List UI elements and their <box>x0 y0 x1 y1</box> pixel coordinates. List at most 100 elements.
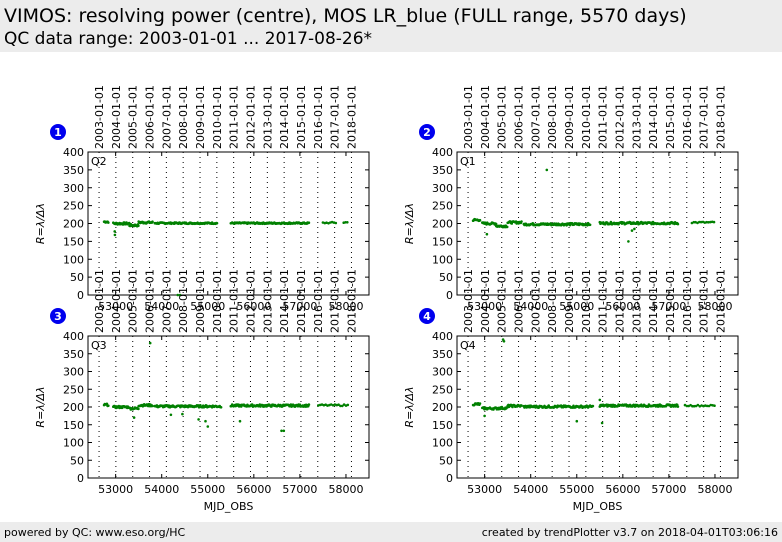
y-tick-label: 100 <box>432 253 453 266</box>
top-date-label: 2016-01-01 <box>312 269 325 333</box>
data-point <box>107 221 110 224</box>
x-tick-label: 56000 <box>605 483 640 496</box>
data-point <box>600 421 604 425</box>
top-date-label: 2003-01-01 <box>462 85 475 149</box>
data-point <box>609 220 613 224</box>
data-point <box>280 429 283 433</box>
x-axis-label: MJD_OBS <box>204 500 254 513</box>
data-point <box>692 404 696 408</box>
data-point <box>204 419 207 423</box>
x-tick-label: 58000 <box>697 300 732 313</box>
x-tick-label: 53000 <box>98 483 133 496</box>
panel-badge-number: 1 <box>54 126 62 139</box>
data-point <box>676 405 680 408</box>
data-point <box>485 232 489 236</box>
y-tick-label: 0 <box>77 472 84 485</box>
y-tick-label: 150 <box>63 235 84 248</box>
top-date-label: 2007-01-01 <box>529 269 542 333</box>
top-date-label: 2006-01-01 <box>144 85 157 149</box>
data-point <box>676 222 680 226</box>
data-point <box>344 221 347 224</box>
top-date-label: 2009-01-01 <box>194 269 207 333</box>
top-date-label: 2010-01-01 <box>211 269 224 333</box>
y-axis-label: R=λ/Δλ <box>34 203 47 244</box>
y-tick-label: 250 <box>63 200 84 213</box>
top-date-label: 2011-01-01 <box>597 269 610 333</box>
data-point <box>178 293 182 297</box>
top-date-label: 2004-01-01 <box>110 85 123 149</box>
top-date-label: 2008-01-01 <box>177 85 190 149</box>
data-point <box>176 293 180 297</box>
panel-badge-number: 3 <box>54 310 62 323</box>
data-point <box>478 402 482 405</box>
y-tick-label: 0 <box>77 289 84 302</box>
panel-label: Q1 <box>460 155 476 168</box>
top-date-label: 2007-01-01 <box>160 85 173 149</box>
qc-data-range: QC data range: 2003-01-01 ... 2017-08-26… <box>4 29 373 49</box>
data-point <box>137 407 140 411</box>
data-point <box>591 404 595 408</box>
top-date-label: 2017-01-01 <box>329 85 342 149</box>
data-point <box>712 220 716 224</box>
data-point <box>151 220 154 223</box>
y-tick-label: 300 <box>63 182 84 195</box>
x-tick-label: 54000 <box>144 483 179 496</box>
x-tick-label: 55000 <box>190 483 225 496</box>
top-date-label: 2009-01-01 <box>194 85 207 149</box>
data-point <box>219 406 223 409</box>
data-point <box>148 341 152 345</box>
x-tick-label: 57000 <box>282 300 317 313</box>
x-tick-label: 56000 <box>236 483 271 496</box>
y-tick-label: 0 <box>446 289 453 302</box>
x-tick-label: 54000 <box>144 300 179 313</box>
x-tick-label: 53000 <box>467 300 502 313</box>
x-tick-label: 53000 <box>98 300 133 313</box>
x-tick-label: 58000 <box>328 483 363 496</box>
panel-badge-number: 4 <box>423 310 431 323</box>
top-date-label: 2013-01-01 <box>261 85 274 149</box>
data-point <box>575 419 579 423</box>
top-date-label: 2014-01-01 <box>278 269 291 333</box>
top-date-label: 2009-01-01 <box>563 85 576 149</box>
top-date-label: 2007-01-01 <box>529 85 542 149</box>
top-date-label: 2009-01-01 <box>563 269 576 333</box>
y-tick-label: 250 <box>432 383 453 396</box>
y-tick-label: 300 <box>63 366 84 379</box>
data-point <box>713 404 716 408</box>
top-date-label: 2014-01-01 <box>647 85 660 149</box>
y-tick-label: 0 <box>446 472 453 485</box>
data-points <box>102 341 350 433</box>
x-tick-label: 54000 <box>513 483 548 496</box>
top-date-label: 2016-01-01 <box>681 85 694 149</box>
top-date-label: 2013-01-01 <box>630 269 643 333</box>
x-tick-label: 55000 <box>559 483 594 496</box>
top-date-label: 2015-01-01 <box>664 85 677 149</box>
y-tick-label: 250 <box>63 383 84 396</box>
y-tick-label: 350 <box>432 164 453 177</box>
data-point <box>307 403 311 406</box>
panel-q2: 0 50 100 150 200 250 300 350 400 53000 54000 55000 5… <box>34 85 370 313</box>
top-date-label: 2018-01-01 <box>714 85 727 149</box>
data-point <box>699 220 703 224</box>
data-point <box>334 221 338 225</box>
data-point <box>346 221 349 224</box>
data-points <box>102 220 349 297</box>
y-tick-label: 150 <box>63 419 84 432</box>
top-date-label: 2017-01-01 <box>329 269 342 333</box>
data-point <box>520 220 523 223</box>
top-date-label: 2018-01-01 <box>714 269 727 333</box>
top-date-label: 2006-01-01 <box>513 269 526 333</box>
y-tick-label: 350 <box>63 348 84 361</box>
y-tick-label: 150 <box>432 419 453 432</box>
data-point <box>181 412 184 416</box>
data-point <box>705 404 709 408</box>
data-point <box>520 404 523 407</box>
y-axis-label: R=λ/Δλ <box>34 386 47 427</box>
panel-q1: 0 50 100 150 200 250 300 350 400 53000 54000 55000 5… <box>403 85 739 313</box>
top-date-label: 2015-01-01 <box>664 269 677 333</box>
x-tick-label: 55000 <box>190 300 225 313</box>
top-date-label: 2018-01-01 <box>345 85 358 149</box>
page-title: VIMOS: resolving power (centre), MOS LR_… <box>4 5 687 27</box>
